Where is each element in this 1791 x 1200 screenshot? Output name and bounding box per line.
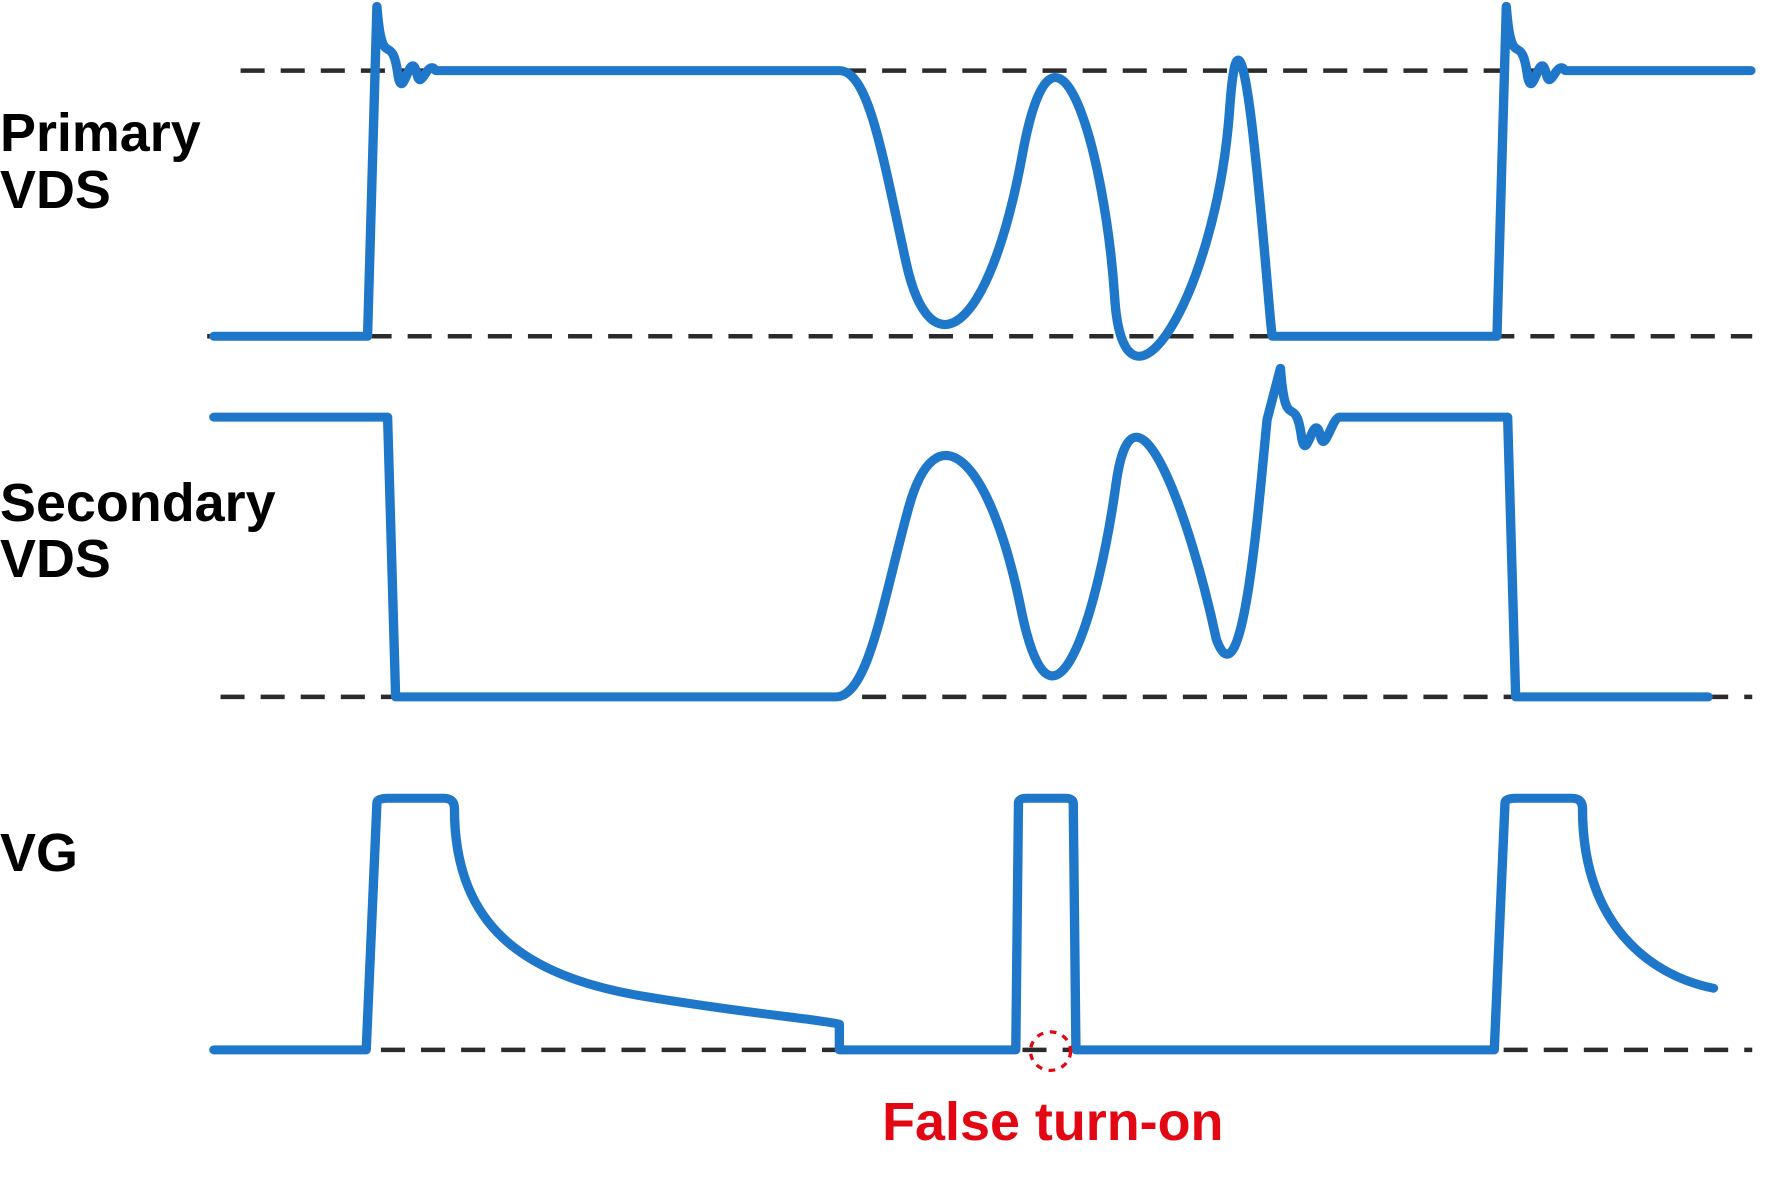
label-secondary-vds: Secondary VDS (0, 475, 276, 588)
annotation-text: False turn-on (882, 1092, 1223, 1152)
label-primary-line2: VDS (0, 160, 111, 220)
waveforms (214, 6, 1751, 1049)
waveform-secondary (214, 368, 1708, 697)
label-vg: VG (0, 825, 78, 882)
reference-lines (207, 71, 1764, 1050)
waveform-plot (0, 0, 1791, 1200)
label-secondary-line1: Secondary (0, 473, 276, 533)
waveform-primary (214, 6, 1751, 356)
label-vg-line1: VG (0, 823, 78, 883)
label-primary-vds: Primary VDS (0, 105, 201, 218)
waveform-vg (214, 798, 1714, 1050)
label-secondary-line2: VDS (0, 529, 111, 589)
annotation-false-turn-on: False turn-on (882, 1091, 1223, 1153)
label-primary-line1: Primary (0, 103, 201, 163)
